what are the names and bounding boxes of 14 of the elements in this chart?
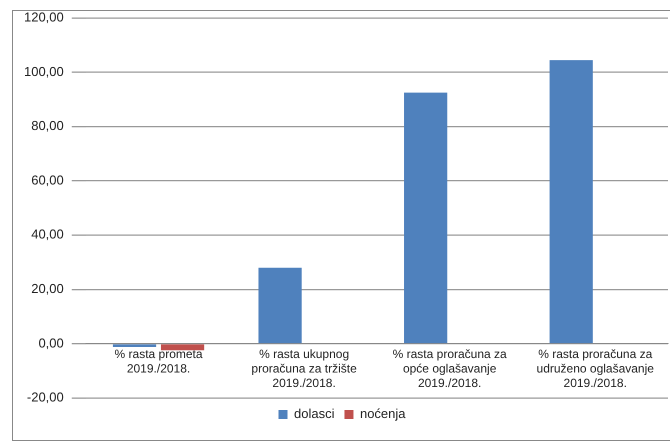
x-tick-label: % rasta proračuna za udruženo oglašavanje 2019./2018. — [536, 347, 654, 390]
legend-label: noćenja — [360, 406, 406, 422]
y-tick-label: 80,00 — [31, 118, 64, 134]
y-tick-label: -20,00 — [26, 390, 64, 405]
x-tick-label: % rasta proračuna za opće oglašavanje 2019./2018. — [392, 347, 508, 390]
y-tick-label: 100,00 — [24, 64, 64, 79]
legend-label: dolasci — [294, 406, 335, 422]
y-tick-label: 120,00 — [24, 10, 64, 25]
y-tick-label: 40,00 — [31, 226, 64, 242]
y-tick-label: 60,00 — [31, 172, 64, 188]
x-tick-label: % rasta ukupnog proračuna za tržište 2019./2018. — [251, 347, 358, 390]
y-tick-label: 20,00 — [31, 281, 64, 296]
y-tick-label: 0,00 — [38, 335, 64, 350]
x-tick-label: % rasta prometa 2019./2018. — [114, 347, 203, 376]
